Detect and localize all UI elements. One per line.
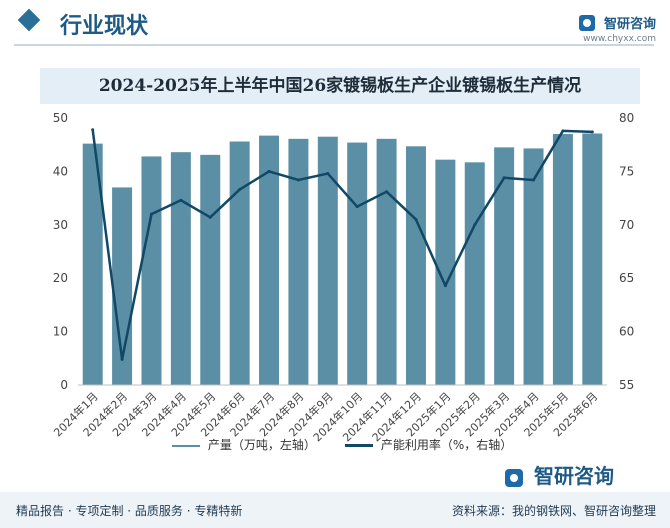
line-point — [120, 357, 124, 361]
line-point — [502, 176, 506, 180]
line-point — [296, 178, 300, 182]
bar — [82, 143, 103, 385]
bar — [288, 138, 309, 385]
bar — [582, 133, 603, 385]
bar — [405, 146, 426, 385]
y-right-tick-label: 55 — [619, 378, 634, 392]
brand-logo-icon — [578, 14, 595, 31]
y-right-tick-label: 80 — [619, 111, 634, 125]
line-point — [208, 215, 212, 219]
bar — [347, 142, 368, 385]
legend-label-utilization: 产能利用率（%，右轴） — [380, 438, 513, 452]
y-right-tick-label: 75 — [619, 164, 634, 178]
line-point — [238, 188, 242, 192]
bar — [435, 159, 456, 385]
line-point — [532, 178, 536, 182]
page-header: 行业现状 智研咨询 www.chyxx.com — [0, 0, 670, 52]
legend-swatch-utilization — [345, 444, 373, 447]
legend-swatch-production — [172, 444, 200, 447]
chart-title: 2024-2025年上半年中国26家镀锡板生产企业镀锡板生产情况 — [98, 76, 582, 96]
footer-logo: 智研咨询 — [505, 460, 614, 489]
line-point — [326, 172, 330, 176]
footer-source: 资料来源：我的钢铁网、智研咨询整理 — [451, 504, 656, 518]
bar — [494, 147, 515, 385]
chart-legend: 产量（万吨，左轴） 产能利用率（%，右轴） — [0, 434, 670, 454]
line-point — [91, 128, 95, 132]
y-left-tick-label: 0 — [60, 378, 68, 392]
y-left-tick-label: 40 — [53, 164, 68, 178]
y-left-tick-label: 50 — [53, 111, 68, 125]
brand-url: www.chyxx.com — [583, 34, 656, 44]
bar — [170, 152, 191, 385]
footer-bar — [0, 492, 670, 528]
bar — [376, 138, 397, 385]
y-left-tick-label: 10 — [53, 325, 68, 339]
bar — [317, 136, 338, 385]
header-divider — [14, 44, 654, 46]
page-footer: 智研咨询 精品报告 · 专项定制 · 品质服务 · 专精特新 资料来源：我的钢铁… — [0, 458, 670, 528]
line-point — [267, 169, 271, 173]
bar — [464, 162, 485, 385]
section-title: 行业现状 — [60, 14, 149, 39]
line-point — [149, 212, 153, 216]
bar — [141, 156, 162, 385]
line-point — [179, 198, 183, 202]
line-point — [414, 217, 418, 221]
footer-logo-text: 智研咨询 — [533, 464, 614, 488]
bar — [259, 135, 280, 385]
line-point — [385, 190, 389, 194]
line-point — [590, 130, 594, 134]
legend-label-production: 产量（万吨，左轴） — [207, 438, 316, 452]
bar — [552, 134, 573, 385]
y-right-tick-label: 60 — [619, 325, 634, 339]
line-point — [561, 129, 565, 133]
bar — [200, 154, 221, 385]
bar — [229, 141, 250, 385]
brand: 智研咨询 www.chyxx.com — [578, 12, 656, 44]
line-point — [443, 284, 447, 288]
y-left-tick-label: 20 — [53, 271, 68, 285]
line-point — [473, 223, 477, 227]
y-right-tick-label: 70 — [619, 218, 634, 232]
y-right-tick-label: 65 — [619, 271, 634, 285]
legend-item-production: 产量（万吨，左轴） — [172, 436, 316, 453]
brand-name: 智研咨询 — [603, 17, 656, 32]
y-left-tick-label: 30 — [53, 218, 68, 232]
utilization-line — [91, 129, 593, 361]
legend-item-utilization: 产能利用率（%，右轴） — [345, 436, 512, 453]
line-point — [355, 205, 359, 209]
chart-title-band — [40, 68, 640, 104]
bar — [523, 148, 544, 385]
footer-logo-icon — [505, 468, 523, 487]
footer-tagline: 精品报告 · 专项定制 · 品质服务 · 专精特新 — [16, 504, 243, 518]
